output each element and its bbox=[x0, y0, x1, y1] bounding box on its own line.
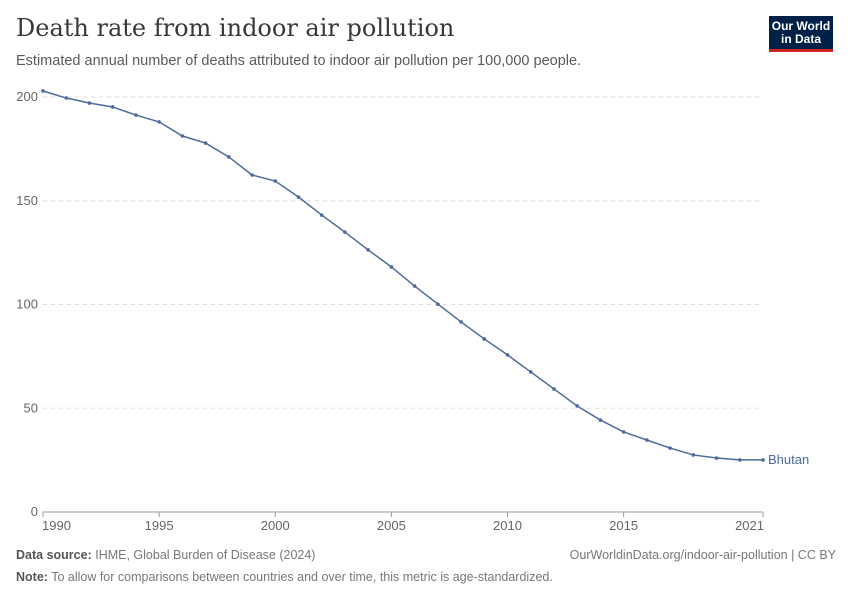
owid-logo[interactable]: Our World in Data bbox=[769, 16, 833, 52]
note: Note: To allow for comparisons between c… bbox=[16, 570, 553, 584]
data-point bbox=[737, 458, 742, 462]
y-tick-label: 200 bbox=[16, 89, 38, 104]
data-point bbox=[134, 113, 138, 117]
data-point bbox=[250, 173, 254, 177]
note-text: To allow for comparisons between countri… bbox=[51, 570, 553, 584]
y-tick-label: 150 bbox=[16, 193, 38, 208]
note-label: Note: bbox=[16, 570, 48, 584]
data-point bbox=[598, 418, 603, 422]
x-tick-label: 2015 bbox=[609, 518, 638, 533]
y-tick-label: 100 bbox=[16, 297, 38, 312]
data-point bbox=[389, 265, 394, 269]
x-tick-label: 2010 bbox=[493, 518, 522, 533]
data-point bbox=[412, 284, 417, 288]
data-point bbox=[459, 320, 463, 324]
data-point bbox=[621, 430, 626, 434]
data-point bbox=[714, 456, 719, 460]
data-point bbox=[296, 195, 301, 199]
chart-title: Death rate from indoor air pollution bbox=[16, 14, 455, 42]
series-line bbox=[42, 90, 763, 461]
data-point bbox=[691, 453, 696, 457]
data-point bbox=[157, 120, 161, 124]
data-source: Data source: IHME, Global Burden of Dise… bbox=[16, 548, 315, 562]
data-point bbox=[645, 438, 649, 442]
data-point bbox=[87, 101, 92, 105]
data-point bbox=[203, 141, 208, 145]
x-tick-label: 2021 bbox=[735, 518, 764, 533]
data-point bbox=[110, 105, 115, 109]
data-point bbox=[482, 337, 487, 341]
x-tick-label: 2005 bbox=[377, 518, 406, 533]
data-point bbox=[668, 446, 672, 450]
y-tick-label: 50 bbox=[24, 400, 38, 415]
data-point bbox=[761, 458, 765, 462]
x-tick-label: 1990 bbox=[42, 518, 71, 533]
data-point bbox=[64, 96, 69, 100]
data-point bbox=[319, 213, 324, 217]
series-label: Bhutan bbox=[768, 452, 809, 467]
data-point bbox=[505, 353, 510, 357]
y-tick-label: 0 bbox=[31, 504, 38, 519]
data-point bbox=[180, 134, 185, 138]
source-url[interactable]: OurWorldinData.org/indoor-air-pollution … bbox=[569, 548, 836, 562]
data-point bbox=[575, 404, 579, 408]
data-point bbox=[436, 302, 440, 306]
logo-line: Our World bbox=[771, 19, 831, 33]
data-point bbox=[366, 248, 370, 252]
data-point bbox=[343, 230, 347, 234]
data-point bbox=[273, 179, 278, 183]
data-point bbox=[41, 89, 45, 93]
x-tick-label: 2000 bbox=[261, 518, 290, 533]
data-point bbox=[227, 155, 231, 159]
source-text: IHME, Global Burden of Disease (2024) bbox=[95, 548, 316, 562]
source-label: Data source: bbox=[16, 548, 92, 562]
chart-subtitle: Estimated annual number of deaths attrib… bbox=[16, 53, 582, 69]
data-point bbox=[552, 387, 556, 391]
x-tick-label: 1995 bbox=[145, 518, 174, 533]
data-point bbox=[528, 370, 533, 374]
logo-line: in Data bbox=[780, 32, 821, 46]
